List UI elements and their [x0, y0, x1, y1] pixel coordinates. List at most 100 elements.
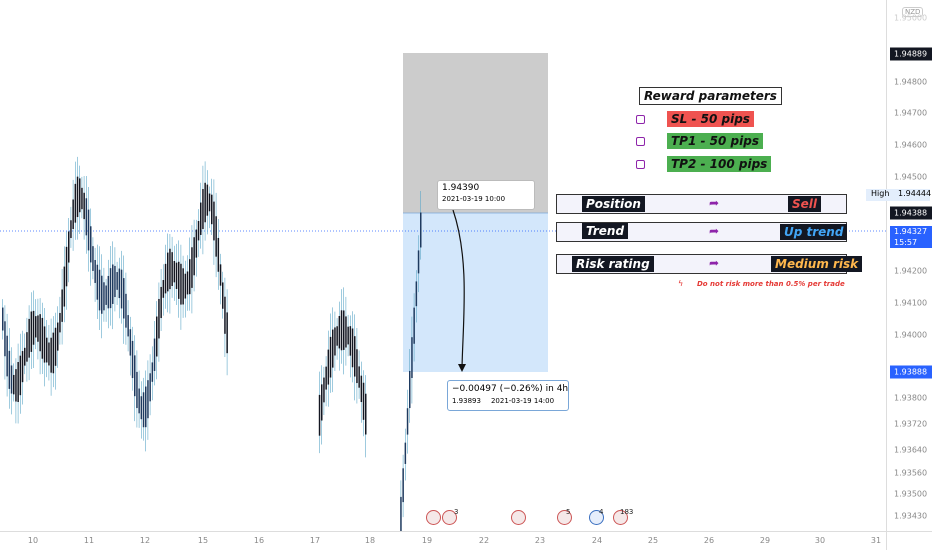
candle-body	[101, 275, 103, 314]
tooltip-price: 1.94390	[442, 183, 480, 193]
candle-body	[354, 336, 356, 377]
price-label: 1.94000	[894, 330, 928, 340]
candle-body	[32, 310, 35, 345]
candle-body	[413, 307, 415, 344]
countdown: 15:57	[894, 238, 918, 247]
candle-body	[37, 315, 39, 342]
bolt-icon: ϟ	[678, 279, 684, 288]
candle-body	[336, 326, 338, 346]
candle-body	[57, 322, 59, 351]
candle-body	[365, 393, 367, 435]
candle-body	[149, 373, 151, 402]
candle-body	[116, 272, 118, 290]
candle-body	[351, 328, 354, 368]
time-label: 15	[197, 536, 209, 545]
candle-body	[153, 338, 156, 371]
candle-body	[147, 380, 149, 419]
candle-body	[112, 264, 114, 304]
candle-body	[65, 246, 68, 287]
candle-body	[59, 312, 61, 333]
arrow-icon: ➦	[709, 224, 720, 238]
candle-body	[120, 269, 123, 309]
axis-divider	[0, 531, 932, 532]
candle-body	[206, 184, 209, 216]
reward-item: SL - 50 pips	[667, 111, 754, 127]
price-badge: 1.94889	[890, 47, 932, 61]
price-badge: 1.93888	[890, 365, 932, 379]
candle-body	[321, 384, 323, 421]
bullet	[636, 160, 645, 169]
candle-body	[134, 355, 136, 397]
candle-body	[167, 252, 169, 292]
time-label: 30	[814, 536, 826, 545]
price-label: 1.93430	[894, 511, 928, 521]
candle-body	[327, 349, 330, 385]
candle-body	[118, 268, 121, 299]
candle-body	[332, 329, 334, 368]
candle-body	[189, 259, 191, 295]
price-label: 1.93720	[894, 419, 928, 429]
candle-body	[191, 247, 193, 288]
time-label: 23	[534, 536, 546, 545]
candle-body	[417, 250, 420, 274]
candle-body	[215, 216, 217, 257]
candle-body	[81, 187, 83, 210]
candle-body	[213, 201, 215, 241]
candle-body	[83, 192, 85, 220]
price-label: 1.93640	[894, 445, 928, 455]
price-label: 1.94600	[894, 140, 928, 150]
candle-body	[211, 194, 213, 225]
candle-body	[162, 280, 165, 298]
panel-value: Medium risk	[771, 256, 863, 272]
candle-body	[4, 321, 6, 357]
candle-body	[68, 231, 70, 263]
panel-label: Risk rating	[572, 256, 654, 272]
candle-body	[52, 332, 55, 374]
panel-label: Position	[582, 196, 645, 212]
candle-body	[219, 264, 222, 286]
candle-body	[114, 265, 116, 298]
candle-body	[409, 370, 411, 409]
candle-body	[362, 382, 365, 420]
time-label: 12	[139, 536, 151, 545]
event-icon	[557, 510, 572, 525]
candle-body	[411, 337, 413, 378]
time-label: 18	[364, 536, 376, 545]
candle-body	[158, 298, 160, 339]
candle-body	[404, 442, 407, 464]
candle-body	[186, 271, 189, 295]
candle-body	[138, 388, 140, 414]
candle-body	[156, 316, 158, 357]
time-label: 31	[870, 536, 882, 545]
high-label: High	[871, 189, 890, 198]
candle-body	[131, 340, 134, 379]
candle-body	[338, 316, 341, 349]
candle-body	[169, 248, 171, 290]
candle-body	[400, 496, 402, 532]
candle-body	[105, 285, 107, 305]
candle-body	[70, 220, 72, 239]
candle-body	[17, 362, 19, 402]
candle-body	[349, 326, 352, 356]
candle-body	[103, 282, 105, 311]
time-label: 26	[703, 536, 715, 545]
candle-body	[145, 386, 147, 428]
measure-tooltip: −0.00497 (−0.26%) in 4h 1.93893 2021-03-1…	[447, 380, 569, 411]
panel-label: Trend	[582, 223, 629, 239]
time-label: 22	[478, 536, 490, 545]
candle-body	[343, 310, 345, 350]
event-count: 4	[599, 508, 604, 516]
candle-body	[222, 282, 224, 309]
axis-divider	[886, 0, 887, 550]
price-label: 1.93800	[894, 393, 928, 403]
candle-body	[323, 377, 325, 403]
candle-body	[160, 286, 162, 319]
candle-body	[142, 392, 145, 428]
candle-body	[420, 212, 422, 248]
candle-body	[50, 337, 52, 373]
candle-body	[19, 355, 22, 396]
candle-body	[96, 264, 99, 300]
candle-body	[10, 365, 13, 394]
last-price-badge: 1.94327 15:57	[890, 226, 932, 248]
candle-body	[74, 183, 77, 223]
